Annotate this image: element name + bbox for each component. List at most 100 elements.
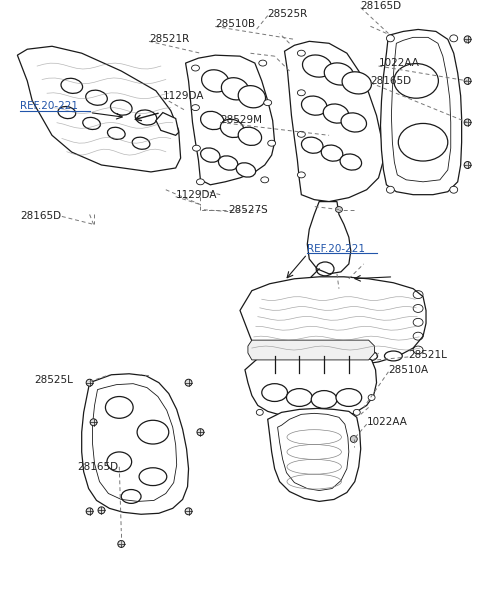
Text: 28165D: 28165D xyxy=(20,211,61,221)
Ellipse shape xyxy=(301,96,327,115)
Ellipse shape xyxy=(261,351,278,361)
Ellipse shape xyxy=(135,110,157,125)
Ellipse shape xyxy=(256,410,263,415)
Ellipse shape xyxy=(238,85,265,108)
Ellipse shape xyxy=(185,379,192,386)
Text: 28529M: 28529M xyxy=(220,116,262,125)
Text: 28525R: 28525R xyxy=(268,8,308,19)
Polygon shape xyxy=(82,374,189,514)
Ellipse shape xyxy=(464,162,471,168)
Ellipse shape xyxy=(298,90,305,96)
Ellipse shape xyxy=(192,145,201,151)
Text: 28165D: 28165D xyxy=(371,76,412,86)
Ellipse shape xyxy=(301,137,323,153)
Ellipse shape xyxy=(310,351,328,361)
Text: 28525L: 28525L xyxy=(34,375,73,385)
Ellipse shape xyxy=(58,107,76,119)
Ellipse shape xyxy=(192,65,199,71)
Ellipse shape xyxy=(336,207,342,213)
Ellipse shape xyxy=(287,388,312,407)
Ellipse shape xyxy=(220,119,244,138)
Ellipse shape xyxy=(201,148,220,162)
Ellipse shape xyxy=(464,119,471,126)
Polygon shape xyxy=(307,202,351,274)
Ellipse shape xyxy=(286,351,303,361)
Ellipse shape xyxy=(298,172,305,178)
Ellipse shape xyxy=(196,179,204,185)
Ellipse shape xyxy=(281,415,288,421)
Ellipse shape xyxy=(197,428,204,436)
Ellipse shape xyxy=(386,186,395,193)
Ellipse shape xyxy=(268,140,276,146)
Ellipse shape xyxy=(86,90,108,105)
Ellipse shape xyxy=(202,70,229,92)
Polygon shape xyxy=(381,30,462,195)
Ellipse shape xyxy=(464,36,471,43)
Ellipse shape xyxy=(262,384,288,402)
Polygon shape xyxy=(285,41,384,202)
Ellipse shape xyxy=(321,145,343,161)
Ellipse shape xyxy=(368,395,375,401)
Text: 28165D: 28165D xyxy=(360,1,402,11)
Text: 28527S: 28527S xyxy=(228,204,268,215)
Ellipse shape xyxy=(311,391,337,408)
Ellipse shape xyxy=(118,541,125,547)
Ellipse shape xyxy=(192,105,199,110)
Text: 1129DA: 1129DA xyxy=(176,190,217,200)
Ellipse shape xyxy=(86,379,93,386)
Text: 1022AA: 1022AA xyxy=(379,58,420,68)
Ellipse shape xyxy=(110,100,132,115)
Polygon shape xyxy=(268,408,360,501)
Ellipse shape xyxy=(259,60,267,66)
Ellipse shape xyxy=(450,35,458,42)
Ellipse shape xyxy=(342,72,372,94)
Ellipse shape xyxy=(450,186,458,193)
Ellipse shape xyxy=(341,113,367,132)
Ellipse shape xyxy=(236,163,256,177)
Ellipse shape xyxy=(90,419,97,426)
Text: 1129DA: 1129DA xyxy=(163,91,204,101)
Ellipse shape xyxy=(221,78,249,100)
Ellipse shape xyxy=(298,50,305,56)
Ellipse shape xyxy=(298,132,305,138)
Ellipse shape xyxy=(201,112,224,130)
Ellipse shape xyxy=(108,127,125,139)
Ellipse shape xyxy=(302,55,332,77)
Ellipse shape xyxy=(336,388,362,407)
Text: 28510B: 28510B xyxy=(215,19,255,30)
Text: 28510A: 28510A xyxy=(388,365,429,375)
Ellipse shape xyxy=(86,508,93,514)
Ellipse shape xyxy=(464,78,471,84)
Text: 28521R: 28521R xyxy=(149,35,189,44)
Ellipse shape xyxy=(386,35,395,42)
Polygon shape xyxy=(245,349,376,418)
Polygon shape xyxy=(156,113,179,135)
Ellipse shape xyxy=(360,351,378,361)
Ellipse shape xyxy=(264,100,272,105)
Ellipse shape xyxy=(340,154,361,170)
Ellipse shape xyxy=(331,415,337,421)
Ellipse shape xyxy=(98,507,105,514)
Polygon shape xyxy=(248,340,374,360)
Ellipse shape xyxy=(335,351,353,361)
Ellipse shape xyxy=(384,351,402,361)
Ellipse shape xyxy=(261,177,269,183)
Ellipse shape xyxy=(185,508,192,514)
Ellipse shape xyxy=(61,78,83,93)
Polygon shape xyxy=(186,55,275,185)
Ellipse shape xyxy=(218,156,238,170)
Text: REF.20-221: REF.20-221 xyxy=(20,101,78,111)
Ellipse shape xyxy=(306,415,313,421)
Ellipse shape xyxy=(132,137,150,149)
Text: REF.20-221: REF.20-221 xyxy=(307,244,365,254)
Text: 28165D: 28165D xyxy=(78,462,119,472)
Polygon shape xyxy=(17,46,180,172)
Ellipse shape xyxy=(353,410,360,415)
Text: 28521L: 28521L xyxy=(408,350,447,360)
Ellipse shape xyxy=(350,436,357,442)
Ellipse shape xyxy=(238,127,262,145)
Ellipse shape xyxy=(323,104,348,123)
Polygon shape xyxy=(240,277,426,366)
Ellipse shape xyxy=(324,63,354,85)
Text: 1022AA: 1022AA xyxy=(367,418,408,427)
